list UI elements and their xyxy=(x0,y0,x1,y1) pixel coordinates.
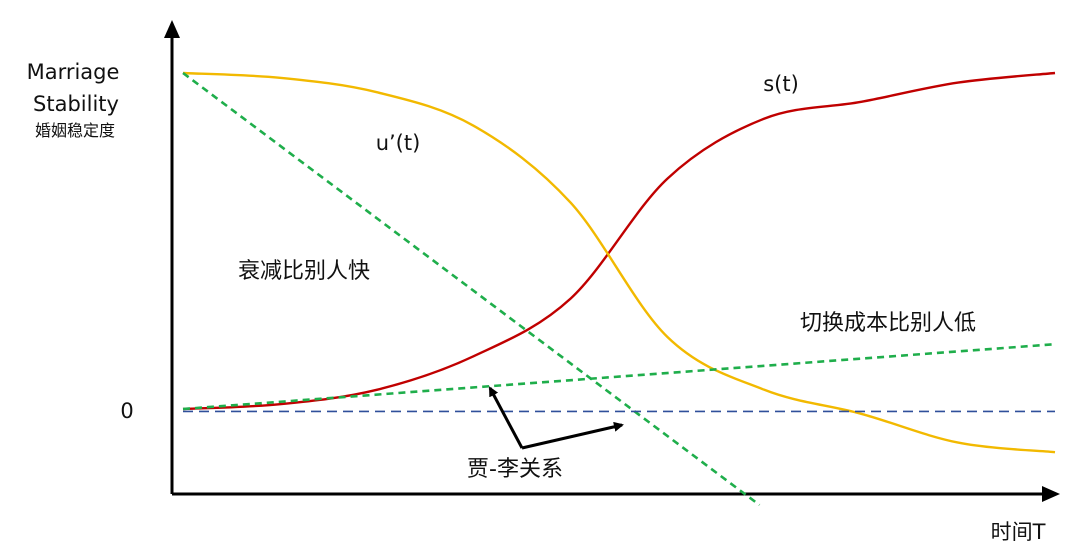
annotation-decay: 衰减比别人快 xyxy=(238,259,370,284)
series-label-u: u’(t) xyxy=(376,131,421,155)
switch-cost-dashed-line xyxy=(182,342,1056,411)
relation-arrow-left xyxy=(488,386,524,449)
series-layer xyxy=(182,71,1056,507)
y-axis-label-cn: 婚姻稳定度 xyxy=(35,121,115,140)
y-axis-label-line1: Marriage xyxy=(27,60,120,84)
series-label-s: s(t) xyxy=(763,72,799,96)
decay-dashed-line xyxy=(182,71,761,507)
x-axis-label: 时间T xyxy=(991,520,1046,544)
y-axis-label-line2: Stability xyxy=(33,92,119,116)
annotation-relation: 贾-李关系 xyxy=(467,457,563,482)
relation-arrow-right xyxy=(521,421,624,450)
series-s-line xyxy=(182,71,1056,411)
annotation-switch-cost: 切换成本比别人低 xyxy=(800,311,976,336)
series-u-line xyxy=(182,71,1056,454)
y-tick-zero: 0 xyxy=(120,399,133,423)
y-axis-arrow-icon xyxy=(164,20,180,38)
x-axis-arrow-icon xyxy=(1042,486,1060,502)
